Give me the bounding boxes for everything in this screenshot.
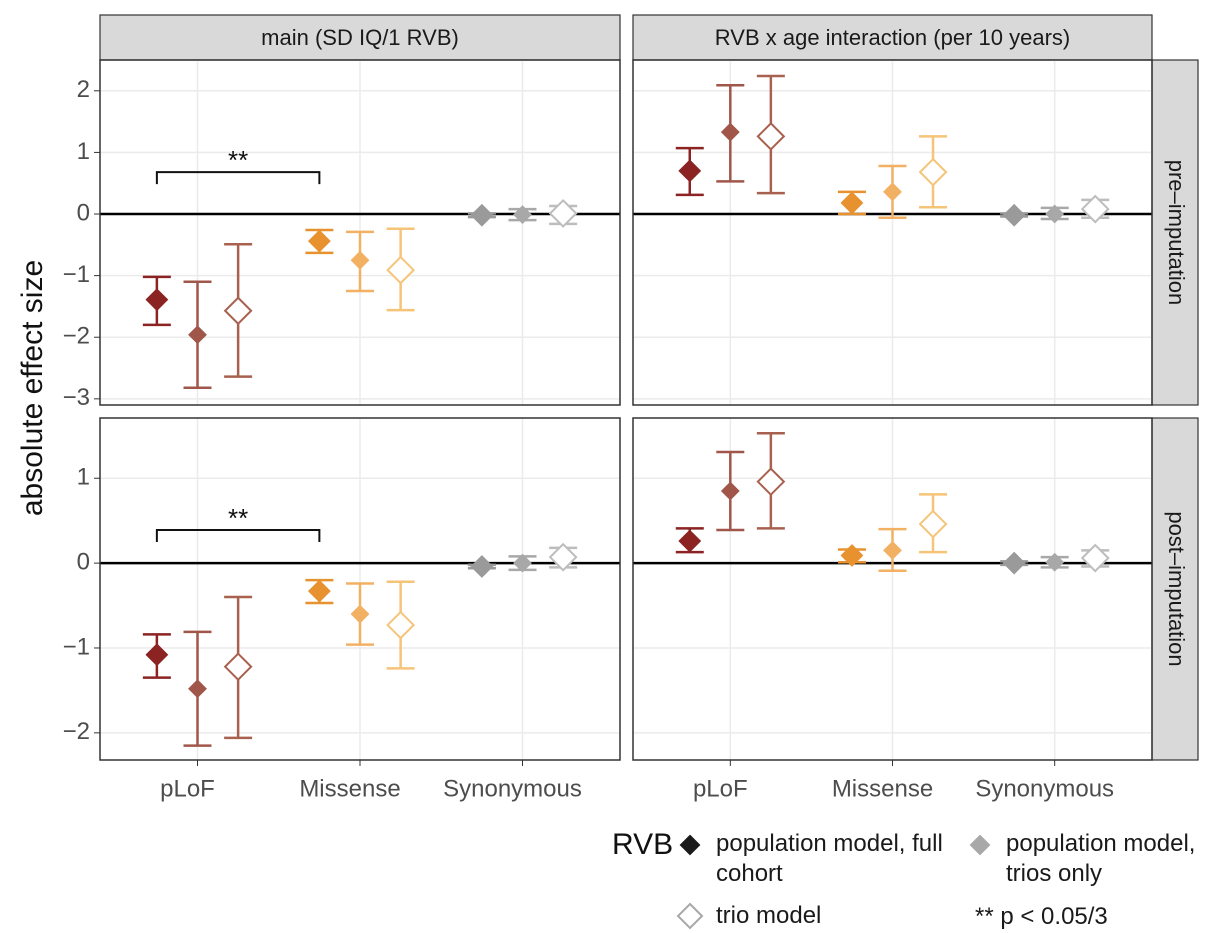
point: [188, 679, 207, 699]
significance-label: **: [228, 503, 248, 533]
point: [145, 288, 169, 312]
x-tick-label: Synonymous: [443, 775, 582, 802]
legend-label: trio model: [716, 902, 822, 929]
y-tick-label: −2: [63, 718, 90, 745]
point: [678, 529, 702, 553]
point: [918, 509, 948, 539]
significance-bracket: [155, 171, 321, 185]
y-tick-label: −2: [63, 323, 90, 350]
point: [1045, 204, 1065, 224]
strip-label: post–imputation: [1164, 511, 1189, 666]
x-tick-label: Missense: [832, 775, 933, 802]
panel-border: [632, 59, 1153, 406]
legend-label: population model, full cohort: [716, 830, 943, 887]
x-tick-label: Missense: [299, 775, 400, 802]
point: [1002, 551, 1026, 575]
point: [386, 255, 416, 285]
point: [720, 122, 740, 142]
y-tick-label: 1: [77, 464, 90, 491]
y-tick-label: −3: [63, 384, 90, 411]
x-tick-label: pLoF: [693, 775, 748, 802]
point: [513, 205, 532, 225]
point: [720, 481, 740, 501]
x-tick-label: Synonymous: [975, 775, 1114, 802]
legend-label: population model, trios only: [1006, 830, 1196, 887]
y-tick-label: −1: [63, 261, 90, 288]
y-tick-label: 0: [77, 199, 90, 226]
panel-border: [99, 59, 621, 406]
x-tick-label: pLoF: [160, 775, 215, 802]
point: [307, 229, 331, 253]
strip: [632, 14, 1153, 61]
point: [307, 579, 331, 603]
legend-note: ** p < 0.05/3: [975, 903, 1108, 930]
point: [223, 652, 253, 682]
y-axis-label: absolute effect size: [16, 260, 49, 516]
point: [470, 203, 494, 227]
point: [840, 544, 864, 567]
legend-title: RVB: [612, 828, 673, 861]
strip-label: RVB x age interaction (per 10 years): [715, 25, 1070, 50]
point: [350, 604, 370, 624]
point: [1080, 194, 1110, 224]
point: [548, 198, 578, 228]
y-tick-label: 0: [77, 548, 90, 575]
legend-marker: [676, 902, 704, 930]
point: [548, 542, 578, 572]
y-tick-label: −1: [63, 633, 90, 660]
significance-bracket: [155, 529, 321, 543]
legend-marker: [679, 834, 701, 856]
point: [470, 555, 494, 578]
point: [145, 643, 169, 667]
point: [840, 191, 864, 215]
point: [513, 553, 532, 573]
point: [350, 250, 370, 270]
point: [883, 182, 902, 202]
strip: [1151, 59, 1199, 406]
strip-label: pre–imputation: [1164, 160, 1189, 306]
strip: [99, 14, 621, 61]
point: [756, 467, 786, 497]
point: [223, 296, 253, 326]
point: [918, 157, 948, 187]
legend-marker: [969, 834, 991, 856]
y-tick-label: 2: [77, 76, 90, 103]
y-tick-label: 1: [77, 138, 90, 165]
point: [756, 121, 786, 151]
strip: [1151, 417, 1199, 761]
point: [1045, 552, 1065, 572]
strip-label: main (SD IQ/1 RVB): [261, 25, 459, 50]
point: [1080, 543, 1110, 573]
significance-label: **: [228, 145, 248, 175]
point: [1002, 203, 1026, 227]
point: [188, 325, 207, 345]
point: [678, 159, 702, 183]
point: [883, 540, 902, 560]
point: [386, 610, 416, 640]
